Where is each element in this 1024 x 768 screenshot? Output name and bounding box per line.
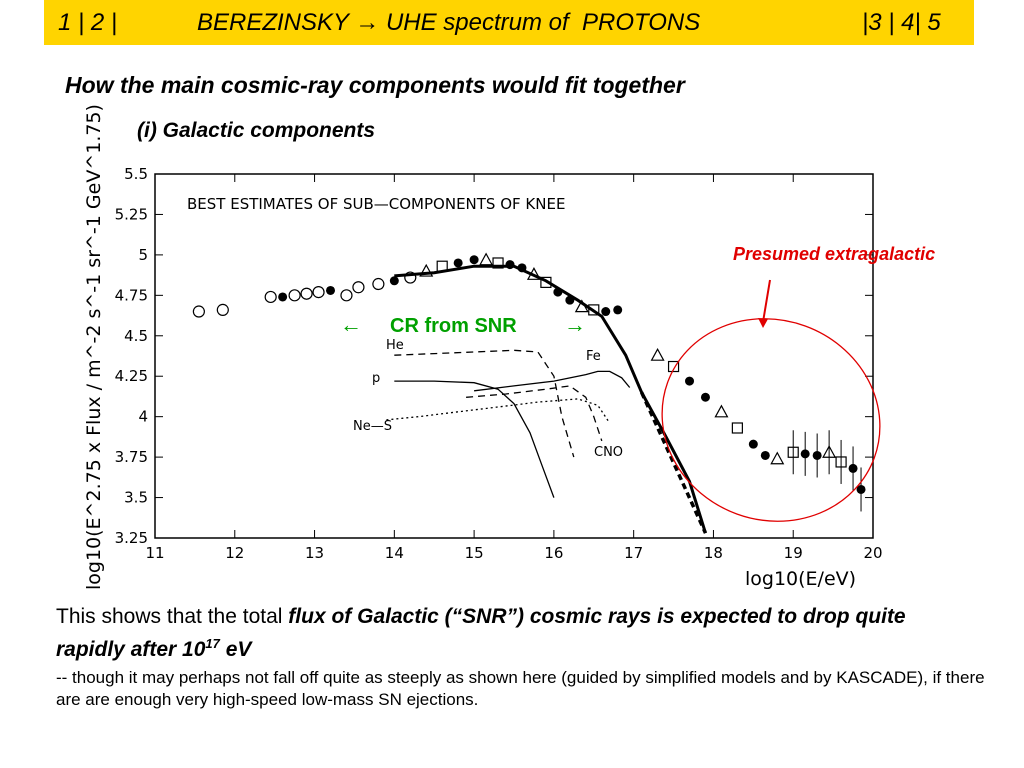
y-tick-label: 4.5 xyxy=(124,327,148,345)
chart-title: BEST ESTIMATES OF SUB—COMPONENTS OF KNEE xyxy=(187,195,565,213)
data-point xyxy=(288,289,301,302)
extragalactic-arrow-line xyxy=(762,279,771,323)
y-tick-label: 3.75 xyxy=(115,448,148,466)
data-point xyxy=(650,347,665,361)
data-point xyxy=(667,360,680,373)
data-point xyxy=(760,450,770,460)
slide-title: How the main cosmic-ray components would… xyxy=(65,72,685,98)
data-point xyxy=(372,277,385,291)
data-point xyxy=(278,292,288,302)
x-tick-label: 15 xyxy=(465,544,484,562)
data-point xyxy=(300,287,313,300)
data-point xyxy=(685,376,695,386)
curve-cno xyxy=(466,385,603,442)
para1-plain: This shows that the total xyxy=(56,605,289,628)
x-tick-label: 13 xyxy=(305,544,324,562)
nav-next-slides[interactable]: |3 | 4| 5 xyxy=(862,9,941,36)
y-tick-label: 4 xyxy=(138,408,148,426)
curve-label: He xyxy=(386,338,404,353)
snr-left-arrow: ← xyxy=(340,312,362,337)
curve-total-dashed xyxy=(640,391,708,534)
extragalactic-ellipse xyxy=(661,318,881,522)
para1-sup: 17 xyxy=(205,636,220,651)
y-tick-label: 4.75 xyxy=(115,286,148,304)
curve-label: CNO xyxy=(594,445,623,460)
data-point xyxy=(588,304,600,316)
caveat-paragraph: -- though it may perhaps not fall off qu… xyxy=(56,668,985,709)
x-tick-label: 20 xyxy=(863,544,882,562)
y-tick-label: 5.25 xyxy=(115,205,148,223)
data-point xyxy=(326,285,336,295)
y-tick-label: 3.5 xyxy=(124,489,148,507)
curve-label: p xyxy=(372,371,380,386)
header-bar xyxy=(44,0,974,45)
data-point xyxy=(553,287,563,297)
data-point xyxy=(517,263,527,273)
chart-markers xyxy=(192,252,866,512)
nav-prev-slides[interactable]: 1 | 2 | xyxy=(58,9,118,36)
data-point xyxy=(601,307,611,317)
snr-annotation: ← CR from SNR → xyxy=(340,312,586,337)
curve-label: Ne—S xyxy=(353,419,392,434)
curve-label: Fe xyxy=(586,349,601,364)
plot-frame xyxy=(154,173,874,539)
curve-ne-s xyxy=(386,398,611,424)
chart-axes: 11 12 13 14 15 16 17 18 19 20 3.25 3.5 3.75 4 4.25 4.5 4… xyxy=(115,165,883,562)
para1-bold: flux of Galactic (“SNR”) cosmic rays is … xyxy=(56,605,906,661)
y-tick-label: 3.25 xyxy=(115,529,148,547)
data-point xyxy=(453,258,463,268)
data-point xyxy=(436,260,448,272)
data-point xyxy=(264,290,277,304)
curve-total-galactic xyxy=(394,264,707,534)
data-point xyxy=(192,305,205,318)
snr-label: CR from SNR xyxy=(390,315,517,337)
y-tick-label: 5.5 xyxy=(124,165,148,183)
curve-he xyxy=(394,349,575,458)
data-point xyxy=(404,271,417,284)
data-point xyxy=(574,299,589,313)
curve-labels: He p Ne—S Fe CNO xyxy=(353,338,623,460)
extragalactic-label: Presumed extragalactic xyxy=(733,244,935,264)
data-point xyxy=(700,392,710,402)
data-point xyxy=(505,260,515,270)
data-point xyxy=(731,422,743,434)
curve-p xyxy=(394,380,555,498)
data-point xyxy=(540,276,552,288)
data-point xyxy=(312,285,325,299)
header-title: BEREZINSKY → UHE spectrum of PROTONS xyxy=(197,9,701,36)
data-point xyxy=(492,257,504,269)
data-point xyxy=(613,305,623,315)
data-point xyxy=(526,267,541,280)
x-tick-label: 18 xyxy=(704,544,723,562)
data-point xyxy=(340,289,353,302)
data-point xyxy=(352,281,365,294)
data-point xyxy=(469,255,479,265)
data-point xyxy=(479,252,494,266)
spectrum-chart: BEST ESTIMATES OF SUB—COMPONENTS OF KNEE… xyxy=(83,104,935,590)
x-tick-label: 17 xyxy=(624,544,643,562)
data-point xyxy=(419,263,434,277)
data-point xyxy=(714,404,729,418)
x-axis-label: log10(E/eV) xyxy=(745,568,856,590)
y-axis-label: log10(E^2.75 x Flux / m^-2 s^-1 sr^-1 Ge… xyxy=(83,104,105,590)
data-point xyxy=(389,276,399,286)
data-point xyxy=(748,439,758,449)
data-point xyxy=(565,295,575,305)
snr-right-arrow: → xyxy=(564,312,586,337)
x-tick-label: 12 xyxy=(225,544,244,562)
x-tick-label: 14 xyxy=(385,544,404,562)
chart-curves xyxy=(386,264,708,534)
x-tick-label: 11 xyxy=(145,544,164,562)
y-tick-label: 5 xyxy=(138,246,148,264)
y-tick-label: 4.25 xyxy=(115,367,148,385)
curve-fe xyxy=(474,370,631,392)
summary-paragraph: This shows that the total flux of Galact… xyxy=(56,603,976,663)
slide-subtitle: (i) Galactic components xyxy=(137,119,376,142)
x-tick-label: 19 xyxy=(784,544,803,562)
extragalactic-arrow-head xyxy=(758,318,768,328)
data-point xyxy=(770,451,785,465)
x-tick-label: 16 xyxy=(544,544,563,562)
data-point xyxy=(216,303,229,316)
